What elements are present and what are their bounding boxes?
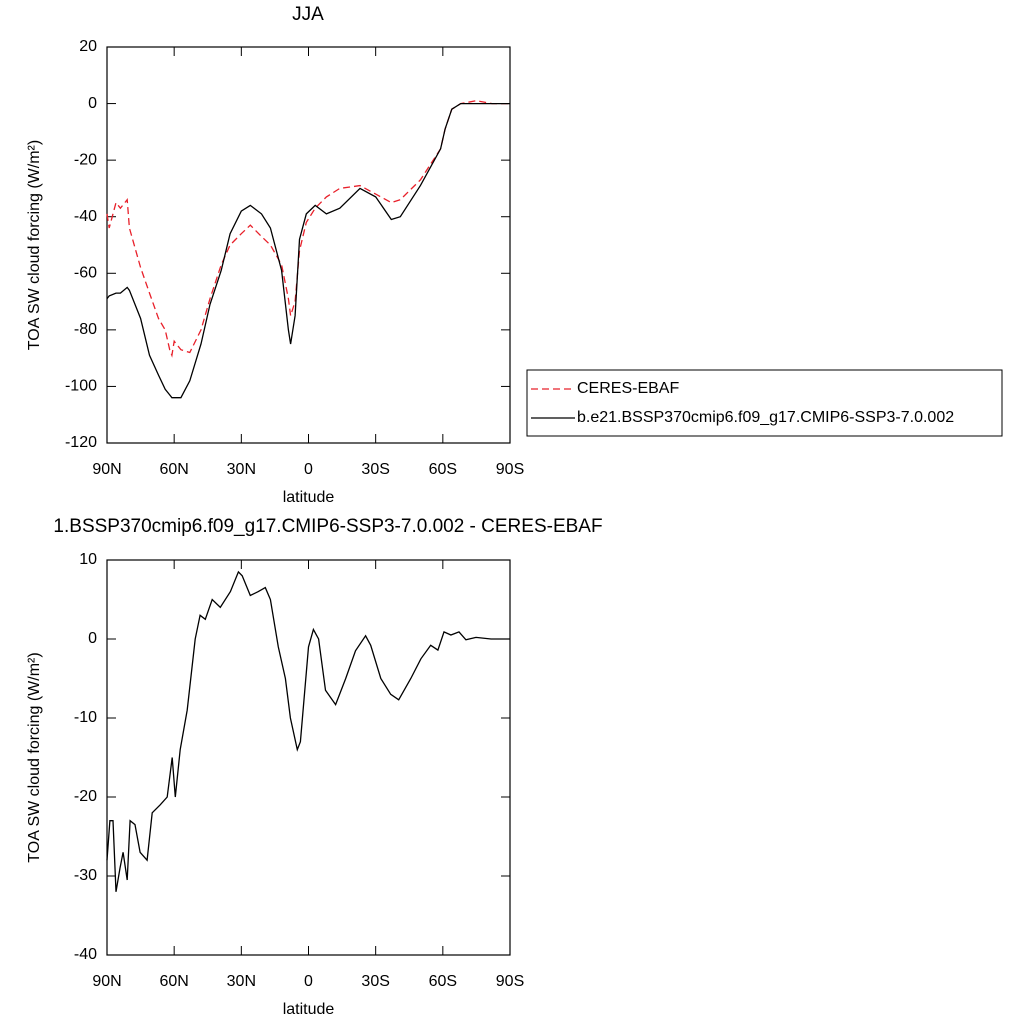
x-tick-label: 30S <box>361 973 389 990</box>
x-tick-label: 90N <box>92 973 121 990</box>
x-tick-label: 30N <box>227 973 256 990</box>
y-axis-label: TOA SW cloud forcing (W/m²) <box>26 140 43 350</box>
x-tick-label: 90N <box>92 461 121 478</box>
x-tick-label: 0 <box>304 973 313 990</box>
plot-frame <box>106 559 511 956</box>
x-tick-label: 60N <box>159 973 188 990</box>
y-tick-label: -20 <box>74 151 97 168</box>
x-tick-label: 90S <box>496 973 524 990</box>
y-tick-label: -30 <box>74 867 97 884</box>
x-tick-label: 60N <box>159 461 188 478</box>
y-tick-label: -80 <box>74 321 97 338</box>
y-tick-label: -120 <box>65 434 97 451</box>
y-tick-label: -40 <box>74 946 97 963</box>
x-axis-label: latitude <box>283 1001 335 1018</box>
chart-title: JJA <box>292 4 324 25</box>
legend-label: CERES-EBAF <box>577 380 679 397</box>
y-tick-label: -60 <box>74 265 97 282</box>
y-tick-label: 20 <box>79 38 97 55</box>
x-tick-label: 60S <box>429 973 457 990</box>
y-tick-label: -100 <box>65 378 97 395</box>
y-axis-label: TOA SW cloud forcing (W/m²) <box>26 652 43 862</box>
legend-label: b.e21.BSSP370cmip6.f09_g17.CMIP6-SSP3-7.… <box>577 409 954 426</box>
data-line <box>106 100 510 358</box>
legend-box <box>526 369 1003 437</box>
x-tick-label: 30S <box>361 461 389 478</box>
y-tick-label: 0 <box>88 630 97 647</box>
plot-frame <box>106 46 511 444</box>
y-tick-label: 10 <box>79 551 97 568</box>
y-tick-label: -10 <box>74 709 97 726</box>
x-tick-label: 60S <box>429 461 457 478</box>
y-tick-label: -20 <box>74 788 97 805</box>
data-line <box>106 570 510 892</box>
chart-title: 1.BSSP370cmip6.f09_g17.CMIP6-SSP3-7.0.00… <box>53 516 602 537</box>
x-tick-label: 30N <box>227 461 256 478</box>
x-tick-label: 0 <box>304 461 313 478</box>
y-tick-label: 0 <box>88 95 97 112</box>
x-tick-label: 90S <box>496 461 524 478</box>
data-line <box>106 102 510 399</box>
x-axis-label: latitude <box>283 489 335 506</box>
y-tick-label: -40 <box>74 208 97 225</box>
